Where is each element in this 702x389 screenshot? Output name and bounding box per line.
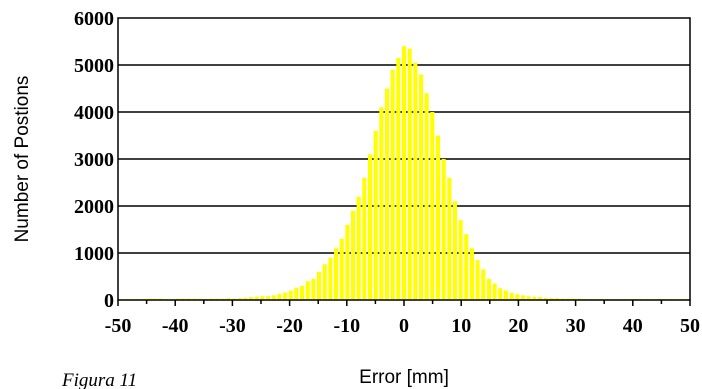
histogram-bar — [549, 298, 554, 300]
x-tick-label: -20 — [276, 315, 303, 337]
histogram-bar — [452, 201, 458, 300]
histogram-bar — [226, 298, 231, 300]
histogram-bar — [322, 264, 327, 300]
x-tick-labels: -50 -40 -30 -20 -10 0 10 20 30 40 50 — [105, 315, 700, 337]
histogram-bar — [481, 269, 486, 300]
histogram-bar — [401, 46, 407, 301]
histogram-bar — [305, 281, 310, 300]
y-tick-label: 2000 — [74, 196, 114, 218]
histogram-bar — [356, 196, 361, 300]
histogram-bar — [334, 248, 339, 300]
histogram-bar — [413, 62, 418, 301]
y-tick-label: 3000 — [74, 149, 114, 171]
histogram-bar — [503, 290, 508, 300]
x-tick-label: 0 — [399, 315, 409, 337]
histogram-bar — [441, 159, 446, 300]
figure-caption: Figura 11 — [61, 370, 137, 389]
histogram-bar — [520, 295, 525, 300]
histogram-bar — [317, 271, 322, 300]
histogram-bar — [288, 290, 293, 300]
histogram-bar — [254, 296, 259, 300]
x-tick-label: -10 — [333, 315, 360, 337]
histogram-bar — [509, 292, 514, 300]
histogram-bar — [447, 177, 452, 300]
x-tick-label: 40 — [623, 315, 643, 337]
histogram-bar — [526, 296, 531, 300]
histogram-bar — [328, 257, 333, 300]
histogram-bar — [396, 57, 401, 301]
y-tick-label: 4000 — [74, 102, 114, 124]
y-axis-label: Number of Postions — [12, 76, 33, 243]
histogram-bar — [464, 234, 469, 300]
histogram-bar — [469, 248, 474, 300]
y-tick-label: 5000 — [74, 55, 114, 77]
histogram-bar — [237, 298, 242, 300]
histogram-bar — [384, 88, 390, 300]
histogram-bar — [418, 74, 424, 301]
histogram-bar — [475, 260, 480, 300]
x-tick-label: -40 — [162, 315, 189, 337]
histogram-bar — [373, 130, 378, 300]
y-tick-labels: 0 1000 2000 3000 4000 5000 6000 — [74, 8, 114, 312]
histogram-bar — [362, 177, 367, 300]
histogram-bar — [345, 224, 350, 300]
histogram-bar — [458, 220, 463, 300]
x-tick-label: -30 — [219, 315, 246, 337]
x-tick-label: 30 — [566, 315, 586, 337]
y-tick-label: 0 — [104, 290, 114, 312]
histogram-bar — [537, 297, 542, 300]
histogram-bar — [515, 294, 520, 300]
histogram-bar — [532, 296, 537, 300]
histogram-bar — [424, 93, 429, 300]
histogram-bar — [271, 295, 276, 300]
histogram-bar — [350, 210, 356, 300]
histogram-bar — [486, 278, 491, 300]
x-tick-label: -50 — [105, 315, 132, 337]
histogram-bar — [243, 297, 248, 300]
x-tick-label: 20 — [508, 315, 528, 337]
histogram-bar — [543, 297, 548, 300]
histogram-bar — [339, 238, 344, 300]
x-tick-label: 10 — [451, 315, 471, 337]
histogram-bar — [498, 288, 503, 300]
histogram-bar — [294, 287, 299, 300]
histogram-bar — [311, 278, 316, 300]
histogram-bar — [260, 296, 265, 300]
histogram-bar — [407, 48, 412, 300]
histogram-bar — [430, 112, 435, 300]
histogram-bar — [367, 154, 373, 300]
histogram-bar — [492, 283, 497, 300]
histogram-bar — [554, 298, 559, 300]
histogram-bar — [300, 285, 305, 300]
histogram-bar — [277, 293, 282, 300]
histogram-bar — [435, 135, 441, 300]
histogram-bar — [249, 297, 254, 300]
histogram-bar — [379, 107, 384, 300]
histogram-bar — [266, 296, 271, 300]
histogram-bar — [283, 292, 288, 300]
y-tick-label: 6000 — [74, 8, 114, 30]
bars — [118, 46, 690, 301]
x-axis-label: Error [mm] — [359, 367, 449, 388]
x-tick-marks — [117, 300, 691, 306]
x-tick-label: 50 — [680, 315, 700, 337]
histogram-bar — [390, 69, 395, 300]
y-tick-label: 1000 — [74, 243, 114, 265]
